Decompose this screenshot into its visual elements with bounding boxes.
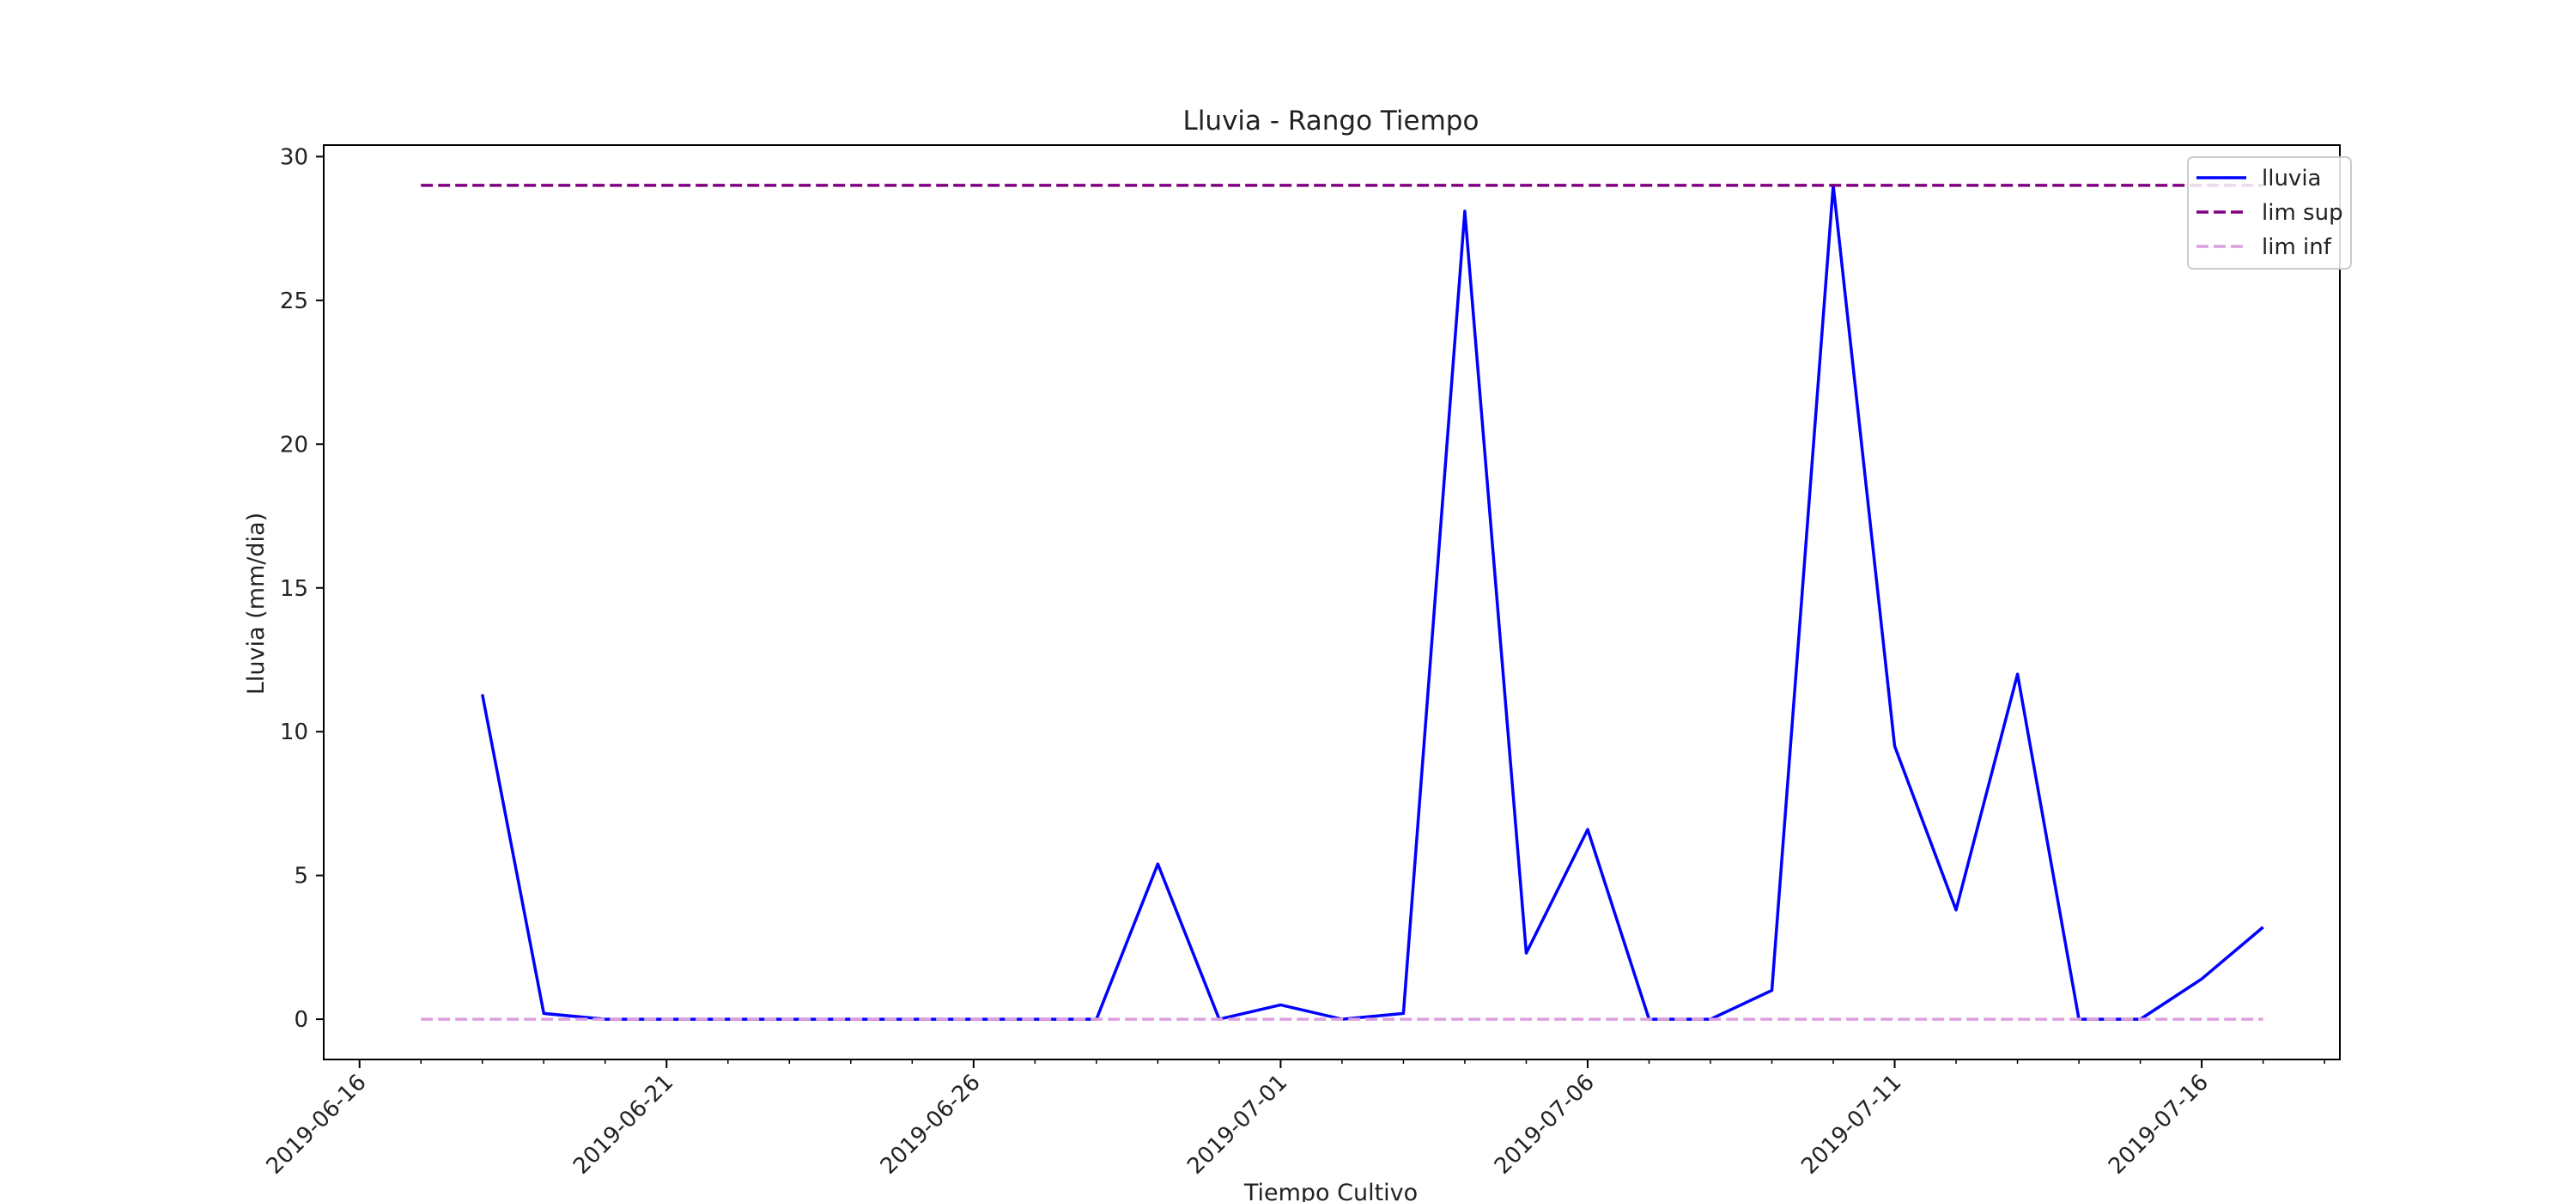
x-tick-label: 2019-06-21 <box>568 1070 678 1180</box>
y-axis-label: Lluvia (mm/dia) <box>243 513 270 695</box>
y-tick-label: 25 <box>280 288 308 314</box>
legend-entry: lluvia <box>2262 166 2321 191</box>
series-line-lluvia <box>480 184 2264 1021</box>
x-axis-label: Tiempo Cultivo <box>1243 1180 1418 1202</box>
x-tick-label: 2019-06-16 <box>262 1070 372 1180</box>
x-tick-label: 2019-07-11 <box>1796 1070 1906 1180</box>
y-tick-label: 10 <box>280 719 308 745</box>
x-tick-label: 2019-06-26 <box>876 1070 986 1180</box>
axes-layer: 0 5 10 15 20 25 30 2019-06-16 2019-06-21 2019-06-… <box>262 144 2341 1180</box>
legend-entry: lim inf <box>2262 234 2332 260</box>
x-tick-label: 2019-07-16 <box>2104 1070 2214 1180</box>
legend-entry: lim sup <box>2262 200 2343 226</box>
chart-title: Lluvia - Rango Tiempo <box>1183 106 1479 137</box>
legend: lluvia lim sup lim inf <box>2187 156 2352 270</box>
x-tick-label: 2019-07-06 <box>1490 1070 1600 1180</box>
x-tick-label: 2019-07-01 <box>1182 1070 1292 1180</box>
y-tick-label: 20 <box>280 432 308 458</box>
y-tick-label: 15 <box>280 576 308 602</box>
y-tick-label: 0 <box>294 1007 308 1033</box>
legend-frame <box>2187 156 2352 270</box>
y-tick-label: 30 <box>280 144 308 170</box>
series-layer <box>421 184 2264 1021</box>
y-tick-label: 5 <box>294 864 308 889</box>
plot-frame <box>323 144 2341 1060</box>
